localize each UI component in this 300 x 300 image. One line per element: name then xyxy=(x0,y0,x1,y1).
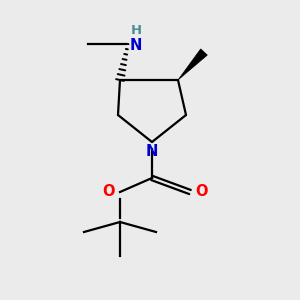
Text: O: O xyxy=(195,184,208,200)
Text: H: H xyxy=(130,25,142,38)
Polygon shape xyxy=(178,49,207,80)
Text: N: N xyxy=(146,144,158,159)
Text: O: O xyxy=(103,184,115,200)
Text: N: N xyxy=(130,38,142,52)
